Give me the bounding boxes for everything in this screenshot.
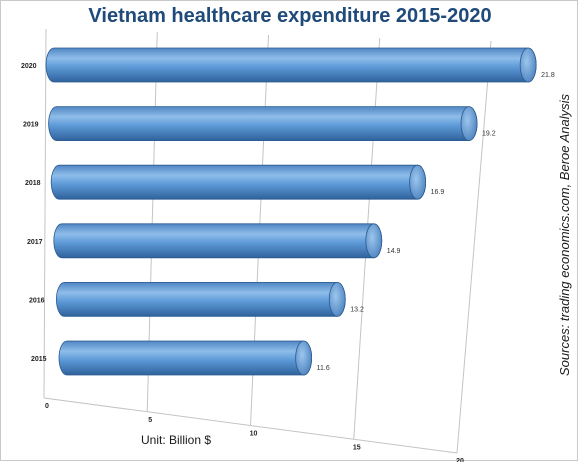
source-note: Sources: trading economics.com, Beroe An… [557,93,572,376]
bar-body [53,223,383,259]
bar-2019: 19.2 [48,106,496,141]
x-axis-line [43,397,458,454]
data-label: 21.8 [541,72,555,79]
category-label: 2018 [25,180,41,187]
bar-2017: 14.9 [53,223,401,259]
bar-end-cap [519,47,537,83]
bar-end-cap [328,281,346,317]
data-label: 14.9 [387,248,401,255]
bar-body [56,282,346,317]
category-label: 2020 [21,63,37,70]
bar-2018: 16.9 [50,164,445,200]
bar-end-cap [365,223,383,259]
x-tick-label: 10 [250,431,258,438]
unit-label: Unit: Billion $ [141,433,212,447]
x-tick-label: 0 [45,403,49,410]
bar-2020: 21.8 [45,47,555,83]
chart-title: Vietnam healthcare expenditure 2015-2020 [88,5,492,27]
data-label: 16.9 [431,189,445,196]
bar-end-cap [460,106,478,141]
data-label: 19.2 [482,131,496,138]
bar-body [45,47,537,83]
bar-end-cap [295,340,313,376]
bar-end-cap [409,164,427,200]
bar-2016: 13.2 [56,281,364,317]
x-axis: 0 5 10 15 20 2015 2016 2017 2018 2019 2020 [21,63,464,462]
category-label: 2019 [23,122,39,129]
bar-body [48,106,478,141]
x-tick-label: 5 [148,417,152,424]
category-label: 2016 [29,297,45,304]
x-tick-label: 15 [353,444,361,451]
category-label: 2017 [27,239,43,246]
data-label: 11.6 [317,365,330,372]
bar-2015: 11.6 [58,340,330,376]
bar-body [50,164,427,200]
x-tick-label: 20 [456,458,464,462]
grid-line [43,28,47,399]
bar-body [58,340,313,376]
category-label: 2015 [31,356,47,363]
data-label: 13.2 [350,306,364,313]
grid-line [456,40,492,454]
bars: 11.6 13.2 14.9 16.9 19.2 21.8 [45,47,555,376]
